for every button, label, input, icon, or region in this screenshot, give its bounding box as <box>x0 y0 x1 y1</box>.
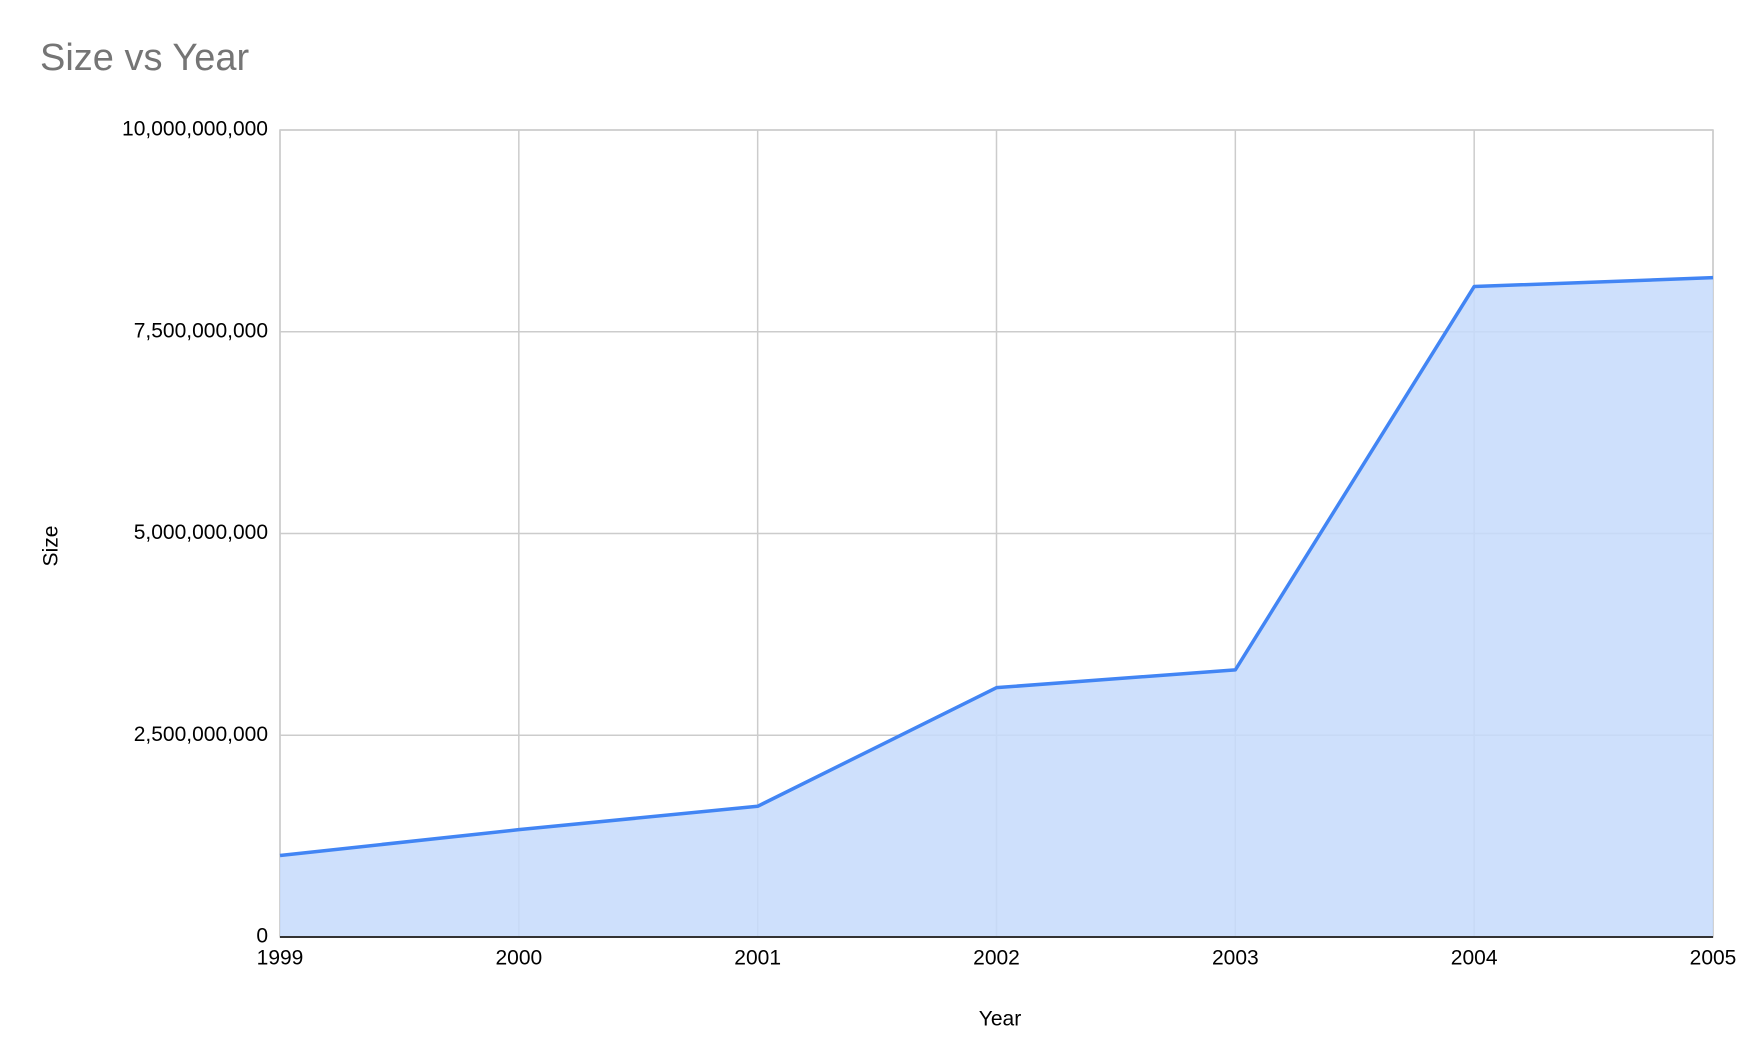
chart-title: Size vs Year <box>40 37 249 79</box>
y-tick-label: 10,000,000,000 <box>122 118 268 141</box>
y-tick-label: 2,500,000,000 <box>134 723 268 746</box>
x-axis-label: Year <box>979 1008 1021 1031</box>
y-tick-label: 7,500,000,000 <box>134 319 268 342</box>
x-tick-label: 2001 <box>734 947 781 970</box>
y-axis-label: Size <box>40 526 63 567</box>
x-tick-label: 2004 <box>1451 947 1498 970</box>
x-tick-label: 2005 <box>1690 947 1737 970</box>
area-fill <box>280 277 1713 937</box>
area-line <box>279 275 1714 858</box>
x-tick-label: 2003 <box>1212 947 1259 970</box>
x-tick-label: 2002 <box>973 947 1020 970</box>
x-tick-label: 2000 <box>495 947 542 970</box>
y-tick-label: 0 <box>256 925 268 948</box>
y-tick-label: 5,000,000,000 <box>134 521 268 544</box>
x-tick-label: 1999 <box>257 947 304 970</box>
